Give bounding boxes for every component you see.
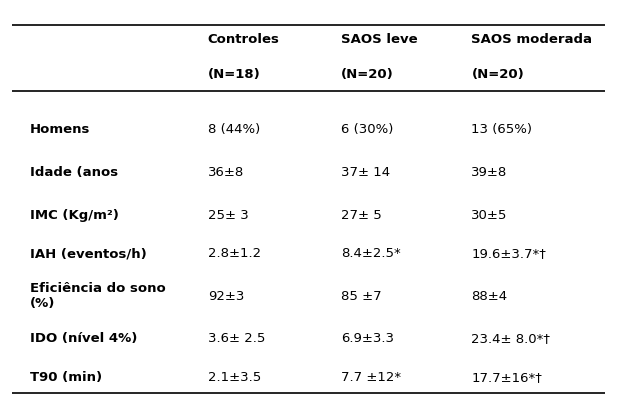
Text: SAOS leve: SAOS leve (341, 33, 418, 46)
Text: Eficiência do sono
(%): Eficiência do sono (%) (30, 282, 166, 310)
Text: Controles: Controles (208, 33, 280, 46)
Text: (N=20): (N=20) (471, 68, 524, 81)
Text: Homens: Homens (30, 123, 91, 137)
Text: 3.6± 2.5: 3.6± 2.5 (208, 332, 265, 345)
Text: 39±8: 39±8 (471, 166, 508, 179)
Text: 13 (65%): 13 (65%) (471, 123, 532, 137)
Text: 6.9±3.3: 6.9±3.3 (341, 332, 394, 345)
Text: 8.4±2.5*: 8.4±2.5* (341, 247, 401, 260)
Text: 23.4± 8.0*†: 23.4± 8.0*† (471, 332, 550, 345)
Text: 8 (44%): 8 (44%) (208, 123, 260, 137)
Text: 37± 14: 37± 14 (341, 166, 390, 179)
Text: IMC (Kg/m²): IMC (Kg/m²) (30, 208, 119, 222)
Text: 2.8±1.2: 2.8±1.2 (208, 247, 261, 260)
Text: 25± 3: 25± 3 (208, 208, 249, 222)
Text: 17.7±16*†: 17.7±16*† (471, 371, 542, 384)
Text: 2.1±3.5: 2.1±3.5 (208, 371, 261, 384)
Text: 92±3: 92±3 (208, 290, 244, 303)
Text: 6 (30%): 6 (30%) (341, 123, 394, 137)
Text: 36±8: 36±8 (208, 166, 244, 179)
Text: SAOS moderada: SAOS moderada (471, 33, 592, 46)
Text: 7.7 ±12*: 7.7 ±12* (341, 371, 401, 384)
Text: 19.6±3.7*†: 19.6±3.7*† (471, 247, 546, 260)
Text: 27± 5: 27± 5 (341, 208, 382, 222)
Text: Idade (anos: Idade (anos (30, 166, 118, 179)
Text: 85 ±7: 85 ±7 (341, 290, 382, 303)
Text: 30±5: 30±5 (471, 208, 508, 222)
Text: T90 (min): T90 (min) (30, 371, 102, 384)
Text: IDO (nível 4%): IDO (nível 4%) (30, 332, 138, 345)
Text: (N=20): (N=20) (341, 68, 394, 81)
Text: IAH (eventos/h): IAH (eventos/h) (30, 247, 147, 260)
Text: (N=18): (N=18) (208, 68, 260, 81)
Text: 88±4: 88±4 (471, 290, 508, 303)
